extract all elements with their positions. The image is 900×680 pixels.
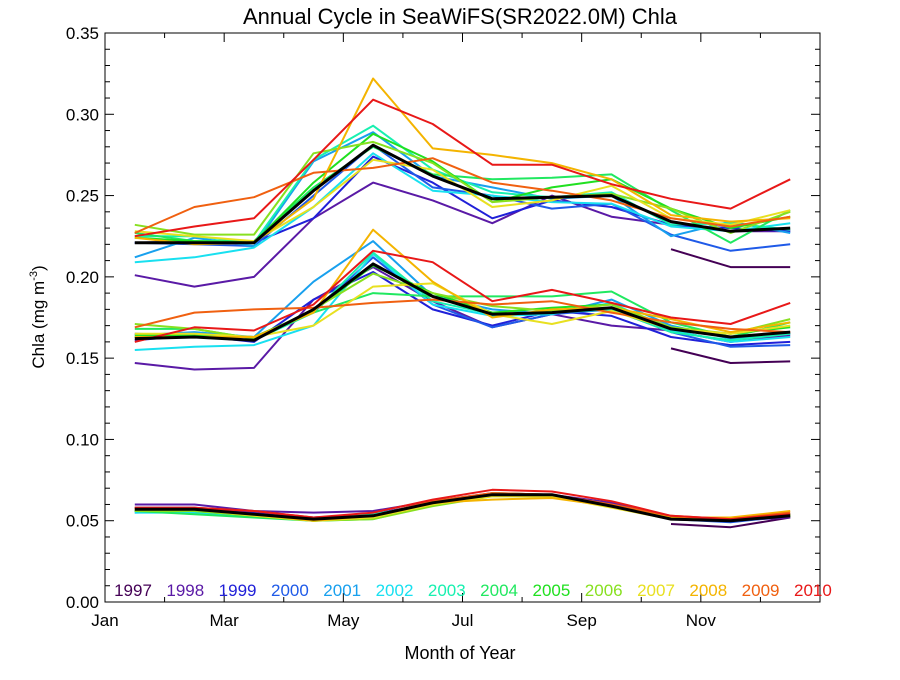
y-axis-label-exponent: -3 xyxy=(28,271,40,281)
chart-title: Annual Cycle in SeaWiFS(SR2022.0M) Chla xyxy=(243,4,678,29)
y-tick-label: 0.30 xyxy=(66,105,99,124)
series-line-2000-upper xyxy=(134,144,791,252)
series-line-mean-lower xyxy=(134,493,791,523)
legend-item-2006: 2006 xyxy=(585,581,623,600)
y-tick-label: 0.35 xyxy=(66,24,99,43)
legend-item-2000: 2000 xyxy=(271,581,309,600)
y-tick-label: 0.20 xyxy=(66,268,99,287)
x-tick-label: Mar xyxy=(210,611,240,630)
series-line-1997-lower xyxy=(670,516,791,529)
axis-ticks xyxy=(104,32,820,603)
series-line-2008-upper xyxy=(134,77,791,246)
y-tick-label: 0.05 xyxy=(66,512,99,531)
legend: 1997 1998 1999 2000 2001 2002 2003 2004 2005 2006… xyxy=(114,581,832,600)
series-lines xyxy=(134,77,791,529)
x-tick-label: Nov xyxy=(686,611,717,630)
x-tick-label: May xyxy=(327,611,360,630)
series-line-2010-upper xyxy=(134,98,791,238)
x-tick-labels: Jan Mar May Jul Sep Nov xyxy=(91,611,716,630)
legend-item-2001: 2001 xyxy=(323,581,361,600)
legend-item-2007: 2007 xyxy=(637,581,675,600)
legend-item-1998: 1998 xyxy=(166,581,204,600)
series-line-2009-upper xyxy=(134,157,791,234)
series-line-2009-middle xyxy=(134,298,791,334)
x-tick-label: Sep xyxy=(567,611,597,630)
x-tick-label: Jan xyxy=(91,611,118,630)
series-line-2002-upper xyxy=(134,152,791,264)
x-tick-label: Jul xyxy=(452,611,474,630)
legend-item-2005: 2005 xyxy=(532,581,570,600)
series-line-1997-upper xyxy=(670,248,791,269)
y-axis-label-close: ) xyxy=(29,265,48,271)
series-line-2006-upper xyxy=(134,140,791,236)
y-tick-label: 0.10 xyxy=(66,430,99,449)
series-line-mean-upper xyxy=(134,143,791,245)
legend-item-2003: 2003 xyxy=(428,581,466,600)
series-line-mean-middle xyxy=(134,262,791,342)
legend-item-2008: 2008 xyxy=(689,581,727,600)
series-line-2002-middle xyxy=(134,253,791,351)
series-line-2010-lower xyxy=(134,488,791,521)
legend-item-1999: 1999 xyxy=(219,581,257,600)
legend-item-2010: 2010 xyxy=(794,581,832,600)
y-tick-label: 0.00 xyxy=(66,593,99,612)
series-line-2008-middle xyxy=(134,228,791,338)
y-axis-label-text: Chla (mg m xyxy=(29,281,48,369)
x-axis-label: Month of Year xyxy=(404,643,515,663)
legend-item-1997: 1997 xyxy=(114,581,152,600)
y-tick-labels: 0.00 0.05 0.10 0.15 0.20 0.25 0.30 0.35 xyxy=(66,24,99,612)
legend-item-2009: 2009 xyxy=(742,581,780,600)
legend-item-2002: 2002 xyxy=(376,581,414,600)
series-line-1997-middle xyxy=(670,347,791,364)
series-line-2010-middle xyxy=(134,249,791,343)
y-axis-label: Chla (mg m-3) xyxy=(28,265,48,368)
legend-item-2004: 2004 xyxy=(480,581,518,600)
y-tick-label: 0.25 xyxy=(66,187,99,206)
y-tick-label: 0.15 xyxy=(66,349,99,368)
